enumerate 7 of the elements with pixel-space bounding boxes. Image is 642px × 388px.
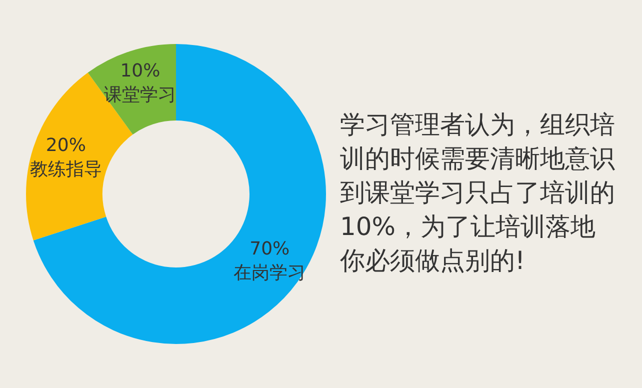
- slice-label: 课堂学习: [104, 84, 176, 106]
- text: 学习管理者认为，组织培训的时候需要清晰地意识到课堂学习只占了培训的10%，为了让培训落地你必须做点别的!: [340, 109, 616, 277]
- data-label: 70%: [250, 238, 290, 260]
- slice-label: 在岗学习: [234, 262, 306, 284]
- data-label: 10%: [120, 60, 160, 82]
- slice-label: 教练指导: [30, 158, 102, 180]
- data-label: 20%: [46, 134, 86, 156]
